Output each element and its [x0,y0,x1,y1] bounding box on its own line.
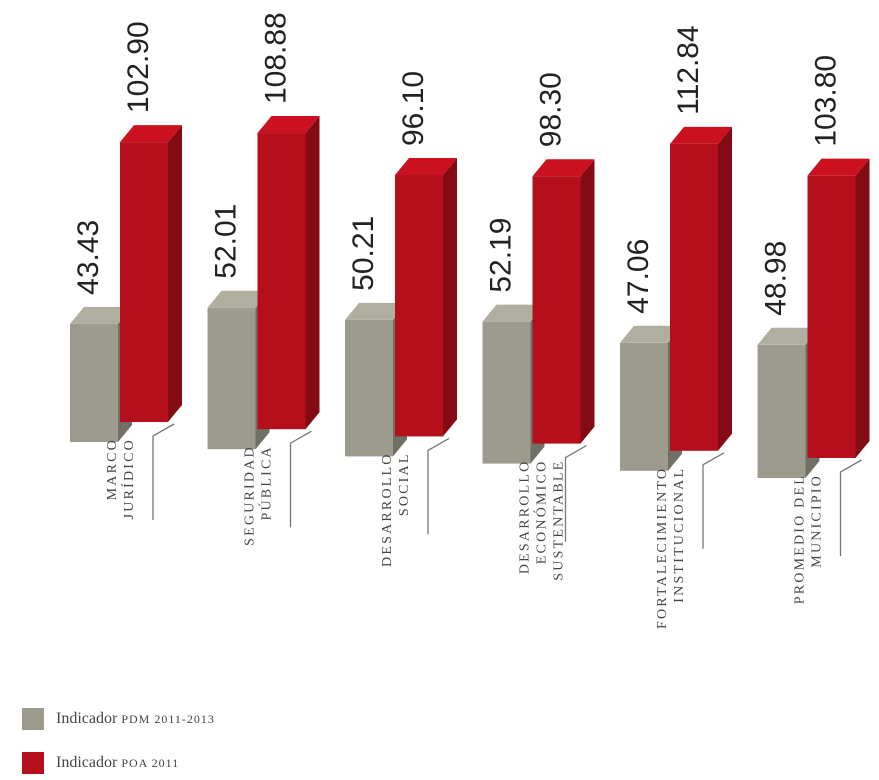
value-label-pdm-3: 52.19 [485,218,518,293]
bar-poa-2 [395,175,443,437]
bar-poa-3 [532,176,581,444]
leader-line-1 [289,430,312,528]
value-label-poa-4: 112.84 [672,25,705,115]
bar-pdm-4 [620,342,668,471]
bar-top-poa-5 [807,158,870,176]
leader-line-4 [702,452,725,549]
value-label-poa-5: 103.80 [810,55,843,147]
bar-top-pdm-2 [345,302,407,320]
bar-top-poa-1 [257,116,320,134]
bar-top-pdm-5 [757,327,820,345]
value-label-poa-2: 96.10 [397,71,430,146]
legend-swatch-pdm [22,708,44,730]
category-label-line: SEGURIDAD [243,445,258,546]
category-label-line: INSTITUCIONAL [672,467,687,603]
bar-top-poa-4 [670,126,732,144]
leader-line-2 [427,437,450,535]
value-label-pdm-0: 43.43 [72,220,105,295]
category-label-line: PROMEDIO DEL [793,474,808,604]
bar-side-poa-0 [168,125,182,422]
value-label-poa-0: 102.90 [122,21,155,113]
bar-top-pdm-3 [482,304,545,322]
legend-label-pdm-value: pdm 2011-2013 [121,712,215,726]
legend-label-pdm: Indicador pdm 2011-2013 [56,710,215,727]
bar-side-poa-3 [580,159,595,444]
bar-poa-0 [120,142,168,422]
category-label-2: DESARROLLO SOCIAL [380,452,412,567]
value-label-pdm-4: 47.06 [622,239,655,314]
category-label-4: FORTALECIMIENTO INSTITUCIONAL [655,467,687,629]
bar-poa-5 [807,175,856,458]
value-label-pdm-2: 50.21 [347,216,380,291]
leader-line-0 [152,423,175,520]
bar-pdm-3 [482,321,531,464]
bar-side-poa-5 [855,158,870,458]
category-label-line: JURÍDICO [120,438,137,519]
legend-item-poa: Indicador poa 2011 [22,752,179,774]
bar-side-poa-2 [443,158,457,437]
value-label-pdm-1: 52.01 [210,204,243,279]
bar-pdm-0 [70,323,118,442]
bar-poa-4 [670,143,718,451]
category-label-line: DESARROLLO [380,452,395,567]
legend-swatch-poa [22,752,44,774]
value-label-poa-3: 98.30 [535,72,568,147]
category-label-5: PROMEDIO DEL MUNICIPIO [793,474,825,604]
category-label-line: ECONÓMICO [533,460,550,565]
category-label-line: DESARROLLO [518,460,533,575]
category-label-line: SOCIAL [397,452,412,516]
leader-line-5 [839,459,862,556]
category-label-line: MUNICIPIO [810,474,825,568]
category-label-line: SUSTENTABLE [552,460,567,581]
bar-top-pdm-4 [620,325,682,343]
category-label-line: FORTALECIMIENTO [655,467,670,629]
category-label-line: MARCO [105,438,120,500]
bar-top-pdm-0 [70,306,132,324]
bar-pdm-1 [207,307,256,450]
category-label-0: MARCO JURÍDICO [105,438,137,519]
bar-top-pdm-1 [207,290,270,308]
category-label-1: SEGURIDAD PÚBLICA [243,445,275,546]
category-label-line: PÚBLICA [258,445,275,520]
leader-line-3 [564,445,587,542]
bar-pdm-2 [345,319,393,457]
legend-label-poa: Indicador poa 2011 [56,754,180,771]
bar-side-poa-1 [305,116,320,430]
bar-pdm-5 [757,344,806,478]
bar-side-poa-4 [718,126,732,451]
bar-poa-1 [257,133,306,430]
legend-item-pdm: Indicador pdm 2011-2013 [22,708,215,730]
value-label-poa-1: 108.88 [260,12,293,104]
category-label-3: DESARROLLO ECONÓMICO SUSTENTABLE [518,460,567,581]
bar-top-poa-0 [120,125,182,143]
bar-top-poa-3 [532,159,595,177]
value-label-pdm-5: 48.98 [760,241,793,316]
legend-label-poa-value: poa 2011 [121,756,180,770]
bar-top-poa-2 [395,158,457,176]
